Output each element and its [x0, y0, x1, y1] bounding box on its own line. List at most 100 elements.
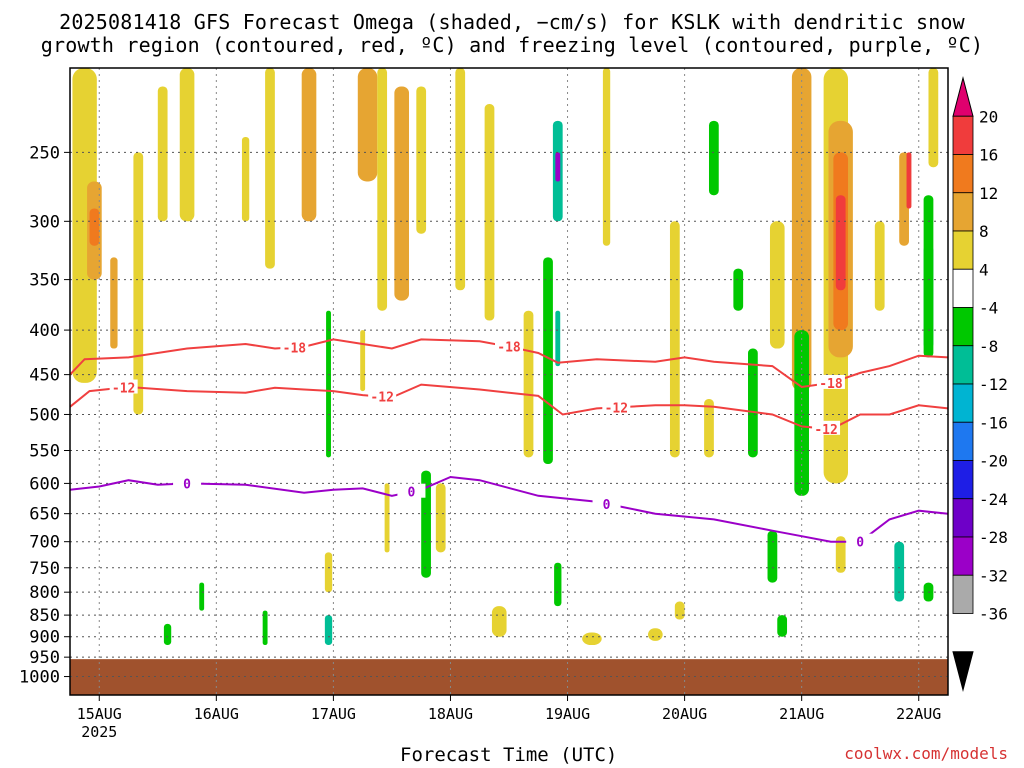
- colorbar-label: 8: [979, 222, 989, 241]
- contour-label-bg: [592, 495, 621, 510]
- x-tick-label: 22AUG: [896, 705, 941, 723]
- ground-layer: [70, 659, 948, 695]
- omega-cell: [928, 68, 939, 168]
- contour-label: -18: [819, 377, 843, 392]
- omega-cell: [324, 552, 333, 593]
- x-tick-label: 18AUG: [428, 705, 473, 723]
- colorbar-swatch: [952, 230, 974, 270]
- contour-label-bg: [368, 388, 397, 403]
- contour-label-bg: [280, 339, 309, 354]
- omega-cell: [602, 68, 611, 246]
- contour-lines: -18 -18 -18 -12 -12 -12 -12 0 0 0 0: [69, 338, 949, 551]
- x-tick-label: 21AUG: [779, 705, 824, 723]
- omega-cell: [769, 221, 785, 349]
- omega-cell: [199, 582, 205, 611]
- colorbar-swatch: [952, 268, 974, 308]
- omega-cell: [326, 310, 331, 458]
- colorbar-swatch: [952, 536, 974, 576]
- omega-cell: [923, 195, 934, 358]
- colorbar-label: 12: [979, 184, 998, 203]
- chart-title-line-1: 2025081418 GFS Forecast Omega (shaded, −…: [59, 10, 965, 34]
- omega-cell: [241, 136, 250, 222]
- y-tick-label: 300: [29, 212, 60, 232]
- omega-cell: [669, 221, 680, 458]
- colorbar-label: -4: [979, 299, 998, 318]
- contour-label: -18: [283, 341, 307, 356]
- omega-cell: [543, 257, 553, 465]
- x-tick-label: 17AUG: [311, 705, 356, 723]
- axes: 2503003504004505005506006507007508008509…: [19, 67, 949, 741]
- colorbar-swatch: [952, 383, 974, 423]
- colorbar-top-arrow: [952, 76, 974, 117]
- omega-cell: [835, 536, 846, 573]
- contour-label: -18: [497, 341, 521, 356]
- omega-cell: [555, 152, 561, 182]
- omega-cell: [555, 310, 561, 367]
- omega-cell: [794, 330, 809, 496]
- x-tick-label: 20AUG: [662, 705, 707, 723]
- y-tick-label: 350: [29, 271, 60, 291]
- y-tick-label: 600: [29, 474, 60, 494]
- contour-label-bg: [816, 374, 845, 389]
- colorbar-swatch: [952, 192, 974, 232]
- colorbar-swatch: [952, 460, 974, 500]
- omega-cell: [157, 86, 168, 222]
- gridlines: [70, 68, 948, 695]
- colorbar-swatch: [952, 498, 974, 538]
- y-tick-label: 400: [29, 321, 60, 341]
- omega-cell: [384, 483, 390, 553]
- colorbar-swatch: [952, 574, 974, 614]
- omega-cell: [835, 195, 846, 291]
- colorbar-label: -28: [979, 528, 1008, 547]
- omega-cell: [262, 610, 268, 646]
- omega-cell: [455, 68, 466, 291]
- contour-label-bg: [173, 475, 202, 490]
- colorbar-swatch: [952, 345, 974, 385]
- contour-label: 0: [183, 477, 191, 492]
- colorbar-label: 20: [979, 107, 998, 126]
- omega-cell: [305, 86, 313, 168]
- contour-label-bg: [602, 399, 631, 414]
- contour-label-bg: [109, 379, 138, 394]
- y-tick-label: 800: [29, 583, 60, 603]
- colorbar-label: -32: [979, 566, 1008, 585]
- omega-cell: [748, 348, 758, 458]
- omega-cell: [179, 68, 195, 222]
- omega-cell: [416, 86, 427, 234]
- omega-cell: [377, 68, 388, 311]
- omega-cell: [133, 152, 144, 415]
- omega-cell: [674, 601, 685, 620]
- omega-cell: [394, 86, 410, 301]
- omega-cell: [89, 208, 100, 246]
- colorbar-swatch: [952, 115, 974, 155]
- contour-label: 0: [408, 486, 416, 501]
- omega-cell: [265, 68, 275, 269]
- omega-cell: [708, 120, 719, 196]
- x-tick-label: 19AUG: [545, 705, 590, 723]
- y-tick-label: 650: [29, 505, 60, 525]
- colorbar-swatch: [952, 154, 974, 194]
- omega-cell: [360, 330, 366, 392]
- omega-cell: [491, 606, 507, 637]
- colorbar-label: -8: [979, 337, 998, 356]
- omega-cell: [110, 257, 118, 349]
- y-tick-label: 1000: [19, 668, 60, 688]
- colorbar-label: -24: [979, 490, 1008, 509]
- y-tick-label: 750: [29, 559, 60, 579]
- contour-label: -12: [112, 382, 135, 397]
- colorbar-label: -12: [979, 375, 1008, 394]
- contour-label: 0: [856, 536, 864, 551]
- credit-link[interactable]: coolwx.com/models: [844, 744, 1008, 763]
- colorbar-label: 16: [979, 146, 998, 165]
- contour-label-bg: [812, 420, 841, 435]
- y-tick-label: 850: [29, 606, 60, 626]
- y-tick-label: 950: [29, 648, 60, 668]
- x-axis-label: Forecast Time (UTC): [400, 744, 618, 766]
- colorbar-label: -36: [979, 605, 1008, 624]
- x-tick-sublabel: 2025: [81, 723, 117, 741]
- colorbar-label: -16: [979, 413, 1008, 432]
- omega-cell: [777, 615, 788, 637]
- plot-frame: [69, 67, 949, 696]
- omega-cell: [894, 541, 905, 602]
